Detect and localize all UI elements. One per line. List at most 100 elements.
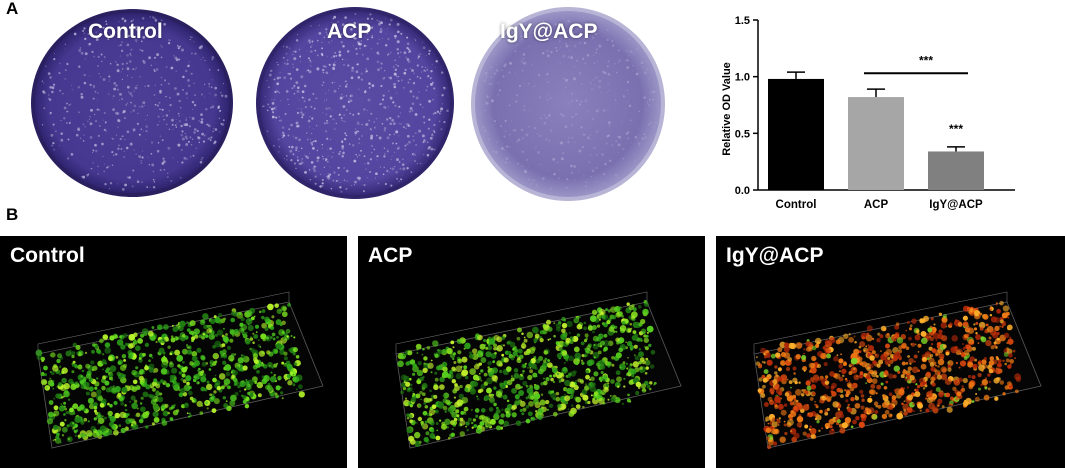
dish-speck (83, 73, 86, 77)
confocal-cell (829, 425, 833, 429)
confocal-cell (996, 362, 1002, 368)
confocal-cell (563, 362, 566, 364)
dish-speck (493, 72, 496, 75)
dish-speck (183, 156, 187, 160)
confocal-cell (74, 434, 77, 437)
confocal-cell (419, 391, 423, 395)
y-tick-label: 0.0 (735, 185, 750, 197)
confocal-cell (433, 353, 436, 356)
dish-speck (548, 139, 551, 142)
confocal-cell (814, 400, 816, 403)
confocal-cell (435, 435, 441, 441)
confocal-cell (812, 391, 816, 396)
dish-speck (96, 108, 99, 111)
dish-speck (311, 40, 314, 43)
confocal-cell (72, 426, 75, 429)
confocal-cell (816, 363, 822, 369)
confocal-cell (956, 391, 962, 397)
dish-speck (200, 158, 203, 161)
confocal-cell (460, 410, 465, 415)
confocal-cell (950, 403, 953, 406)
confocal-cell (493, 402, 497, 407)
confocal-cell (968, 381, 975, 388)
confocal-cell (119, 335, 123, 339)
confocal-cell (938, 312, 943, 316)
dish-speck (295, 39, 299, 42)
dish-speck (142, 101, 146, 105)
dish-speck (210, 86, 213, 89)
dish-speck (422, 46, 426, 50)
dish-speck (135, 67, 137, 69)
dish-speck (349, 99, 353, 103)
confocal-cell (979, 312, 983, 316)
dish-speck (376, 19, 378, 21)
confocal-cell (616, 341, 620, 345)
dish-speck (570, 56, 573, 59)
confocal-cell (844, 416, 852, 424)
dish-speck (382, 37, 383, 39)
confocal-cell (182, 334, 186, 338)
confocal-cell (867, 407, 875, 414)
confocal-cell (640, 383, 647, 389)
confocal-cell (584, 383, 588, 386)
confocal-cell (627, 328, 632, 333)
confocal-cell (537, 407, 544, 415)
confocal-cell (783, 403, 788, 407)
confocal-cell (400, 374, 407, 381)
dish-speck (179, 176, 182, 179)
confocal-cell (167, 411, 170, 415)
confocal-cell (987, 373, 991, 377)
confocal-cell (451, 366, 456, 371)
confocal-cell (987, 387, 991, 391)
confocal-cell (770, 353, 776, 359)
confocal-cell (966, 333, 970, 337)
confocal-cell (412, 372, 416, 376)
dish-speck (156, 104, 159, 107)
dish-speck (126, 176, 129, 179)
confocal-cell (196, 400, 203, 407)
confocal-cell (413, 431, 421, 439)
dish-speck (210, 136, 213, 139)
confocal-cell (152, 387, 156, 392)
confocal-cell (441, 423, 447, 430)
dish-speck (586, 53, 590, 57)
confocal-cell (118, 424, 122, 428)
dish-speck (581, 146, 584, 149)
dish-speck (325, 92, 327, 94)
dish-speck (224, 94, 228, 98)
dish-speck (501, 69, 503, 72)
dish-speck (414, 38, 416, 40)
dish-speck (586, 136, 590, 140)
dish-speck (122, 109, 126, 113)
dish-speck (321, 41, 323, 44)
dish-speck (643, 96, 646, 99)
dish-speck (283, 76, 287, 80)
dish-speck (179, 106, 182, 109)
dish-speck (304, 112, 306, 114)
dish-speck (403, 71, 407, 75)
confocal-cell (576, 333, 581, 337)
confocal-cell (113, 429, 119, 436)
dish-speck (152, 170, 155, 173)
confocal-cell (646, 331, 649, 334)
dish-speck (406, 166, 409, 170)
dish-speck (378, 136, 382, 140)
confocal-cell (818, 429, 821, 432)
confocal-cell (150, 399, 157, 405)
confocal-cell (420, 398, 422, 401)
dish-speck (51, 90, 54, 94)
confocal-cell (586, 359, 593, 367)
dish-speck (546, 54, 550, 58)
confocal-cell (649, 387, 652, 391)
dish-speck (295, 81, 299, 84)
dish-speck (150, 152, 153, 155)
dish-speck (142, 61, 146, 64)
dish-speck (607, 109, 609, 112)
confocal-cell (230, 317, 235, 323)
confocal-cell (593, 356, 596, 359)
dish-speck (102, 119, 104, 121)
confocal-cell (543, 359, 547, 363)
dish-speck (383, 129, 386, 132)
dish-speck (157, 141, 160, 144)
confocal-cell (276, 362, 279, 365)
